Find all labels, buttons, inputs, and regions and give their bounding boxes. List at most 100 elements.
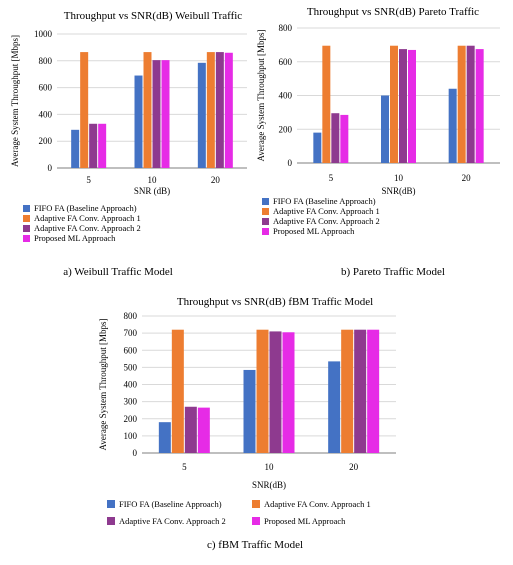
y-tick-label: 1000 bbox=[34, 29, 53, 39]
legend-swatch bbox=[252, 517, 260, 525]
legend-label: Proposed ML Approach bbox=[264, 516, 346, 526]
legend-label: Adaptive FA Conv. Approach 1 bbox=[34, 213, 141, 223]
y-tick-label: 600 bbox=[39, 83, 53, 93]
bar bbox=[322, 45, 331, 163]
y-axis-label: Average System Throughput [Mbps] bbox=[10, 35, 20, 167]
bar bbox=[331, 113, 340, 163]
bar bbox=[134, 75, 143, 168]
x-tick-label: 10 bbox=[148, 175, 158, 185]
figure-caption: b) Pareto Traffic Model bbox=[341, 266, 445, 278]
legend-swatch bbox=[23, 205, 30, 212]
bar bbox=[475, 49, 484, 163]
legend-swatch bbox=[107, 500, 115, 508]
bar bbox=[206, 52, 215, 169]
y-tick-label: 0 bbox=[48, 163, 53, 173]
bar bbox=[158, 422, 171, 453]
legend-swatch bbox=[23, 225, 30, 232]
x-axis-label: SNR (dB) bbox=[134, 186, 170, 196]
bar bbox=[197, 407, 210, 453]
chart-title: Throughput vs SNR(dB) fBM Traffic Model bbox=[177, 296, 373, 308]
legend-label: Proposed ML Approach bbox=[273, 226, 355, 236]
bar bbox=[381, 95, 389, 163]
y-axis-label: Average System Throughput [Mbps] bbox=[98, 319, 108, 451]
legend-label: Proposed ML Approach bbox=[34, 233, 116, 243]
bar bbox=[341, 329, 354, 453]
y-axis-label: Average System Throughput [Mbps] bbox=[256, 30, 266, 162]
bar bbox=[80, 52, 89, 169]
chart-3: 0 100 200 300 400 500 600 700 800 5 10 20 Throughput… bbox=[98, 296, 396, 551]
y-tick-label: 0 bbox=[288, 158, 293, 168]
y-tick-label: 200 bbox=[279, 124, 293, 134]
bar bbox=[89, 123, 98, 168]
bar bbox=[457, 45, 466, 163]
bar bbox=[340, 114, 349, 163]
chart-title: Throughput vs SNR(dB) Pareto Traffic bbox=[307, 6, 479, 18]
bar bbox=[243, 369, 256, 453]
x-tick-label: 20 bbox=[349, 462, 359, 472]
y-tick-label: 400 bbox=[39, 109, 53, 119]
y-tick-label: 800 bbox=[279, 23, 293, 33]
legend-swatch bbox=[262, 218, 269, 225]
y-tick-label: 100 bbox=[124, 431, 138, 441]
legend-swatch bbox=[107, 517, 115, 525]
x-tick-label: 5 bbox=[86, 175, 91, 185]
legend-swatch bbox=[262, 198, 269, 205]
y-tick-label: 800 bbox=[39, 56, 53, 66]
bar bbox=[143, 52, 152, 169]
bar bbox=[256, 329, 269, 453]
legend-label: FIFO FA (Baseline Approach) bbox=[273, 196, 376, 206]
bar bbox=[367, 329, 380, 453]
bar bbox=[313, 132, 322, 163]
legend-swatch bbox=[23, 235, 30, 242]
y-tick-label: 700 bbox=[124, 328, 138, 338]
legend-label: Adaptive FA Conv. Approach 2 bbox=[34, 223, 141, 233]
bar bbox=[215, 52, 224, 169]
legend-swatch bbox=[262, 228, 269, 235]
bar bbox=[98, 123, 107, 168]
legend-swatch bbox=[252, 500, 260, 508]
legend-label: Adaptive FA Conv. Approach 1 bbox=[264, 499, 371, 509]
bar bbox=[152, 60, 161, 168]
bar bbox=[448, 88, 457, 163]
legend-label: Adaptive FA Conv. Approach 2 bbox=[119, 516, 226, 526]
figure-caption: c) fBM Traffic Model bbox=[207, 539, 303, 551]
x-tick-label: 20 bbox=[211, 175, 221, 185]
bar bbox=[71, 129, 80, 168]
y-tick-label: 300 bbox=[124, 397, 138, 407]
x-tick-label: 10 bbox=[394, 173, 404, 183]
legend-swatch bbox=[262, 208, 269, 215]
legend-label: Adaptive FA Conv. Approach 2 bbox=[273, 216, 380, 226]
legend-swatch bbox=[23, 215, 30, 222]
y-tick-label: 200 bbox=[124, 414, 138, 424]
x-tick-label: 20 bbox=[462, 173, 472, 183]
bar bbox=[354, 329, 367, 453]
x-tick-label: 5 bbox=[182, 462, 187, 472]
legend-label: Adaptive FA Conv. Approach 1 bbox=[273, 206, 380, 216]
figure-caption: a) Weibull Traffic Model bbox=[63, 266, 173, 278]
y-tick-label: 500 bbox=[124, 362, 138, 372]
bar bbox=[269, 331, 282, 453]
y-tick-label: 0 bbox=[133, 448, 138, 458]
bar bbox=[282, 332, 295, 453]
bar bbox=[171, 329, 184, 453]
y-tick-label: 400 bbox=[279, 91, 293, 101]
x-axis-label: SNR(dB) bbox=[381, 186, 415, 196]
bar bbox=[184, 406, 197, 453]
chart-title: Throughput vs SNR(dB) Weibull Traffic bbox=[64, 10, 242, 22]
chart-2: 0 200 400 600 800 5 10 20 Throughput vs SNR(dB) … bbox=[256, 6, 500, 278]
bar bbox=[161, 60, 170, 168]
bar bbox=[197, 62, 206, 169]
bar bbox=[224, 52, 233, 169]
bar bbox=[399, 49, 407, 163]
x-axis-label: SNR(dB) bbox=[252, 480, 286, 490]
legend-label: FIFO FA (Baseline Approach) bbox=[119, 499, 222, 509]
y-tick-label: 400 bbox=[124, 380, 138, 390]
bar bbox=[408, 49, 416, 163]
bar bbox=[328, 361, 341, 453]
y-tick-label: 600 bbox=[124, 345, 138, 355]
x-tick-label: 5 bbox=[329, 173, 334, 183]
y-tick-label: 200 bbox=[39, 136, 53, 146]
bar bbox=[390, 45, 398, 163]
